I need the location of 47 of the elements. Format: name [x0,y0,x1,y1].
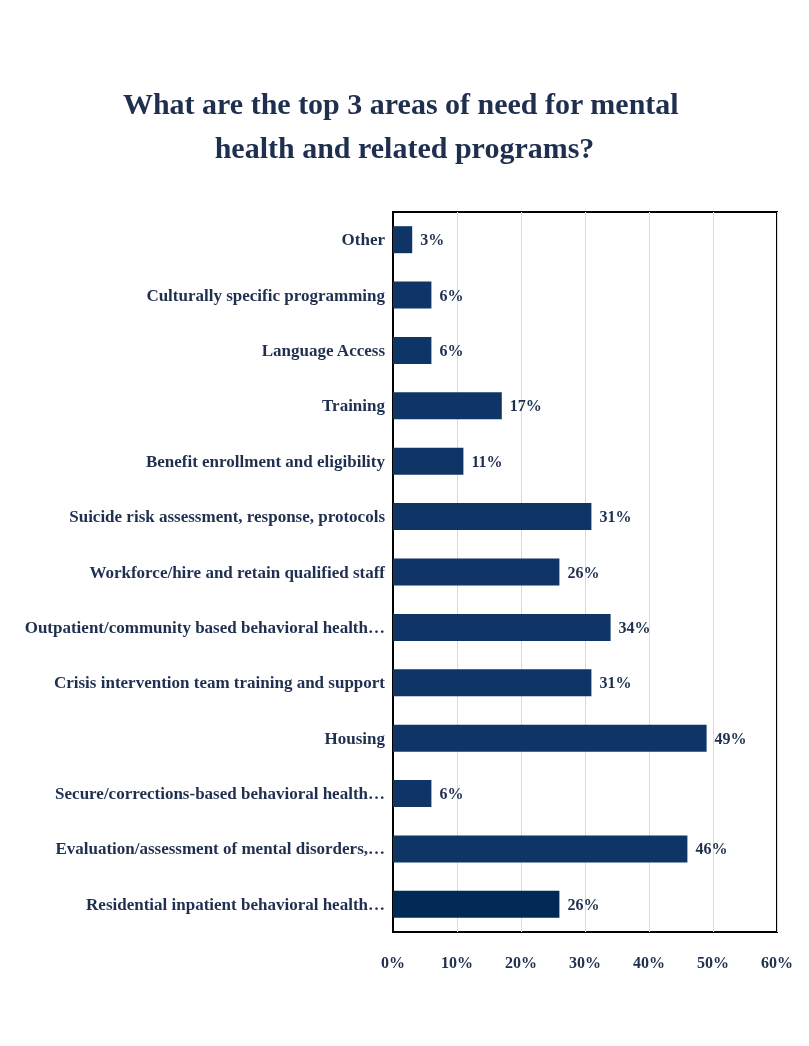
data-label: 26% [567,895,600,913]
y-tick-label: Other [341,230,386,250]
data-label: 11% [471,452,503,470]
bar [393,336,432,364]
bar [393,669,592,697]
bar [393,835,688,863]
data-label: 17% [509,397,542,415]
y-tick-label: Outpatient/community based behavioral health… [24,617,385,637]
y-tick-label: Training [322,396,386,416]
bar [393,558,560,586]
bar [393,724,707,752]
data-label: 49% [714,729,747,747]
y-tick-label: Housing [324,728,386,748]
data-label: 34% [618,618,651,636]
y-tick-label: Residential inpatient behavioral health… [86,894,385,914]
data-label: 26% [567,563,600,581]
x-tick-label: 10% [441,953,473,971]
bar [393,890,560,918]
y-tick-label: Benefit enrollment and eligibility [145,451,386,471]
bar [393,613,611,641]
y-tick-label: Secure/corrections-based behavioral health… [55,784,385,804]
y-tick-label: Culturally specific programming [146,285,386,305]
data-label: 6% [439,341,464,359]
chart-title: What are the top 3 areas of need for mental health and related programs? [122,86,687,164]
y-tick-label: Language Access [261,340,386,360]
data-label: 31% [599,508,632,526]
data-label: 6% [439,286,464,304]
data-label: 31% [599,674,632,692]
data-label: 3% [420,231,445,249]
bar [393,392,502,420]
data-label: 6% [439,785,464,803]
x-tick-label: 60% [761,953,793,971]
y-tick-label: Workforce/hire and retain qualified staff [89,562,386,582]
bar [393,503,592,531]
x-tick-label: 50% [697,953,729,971]
bar [393,281,432,309]
bar [393,780,432,808]
y-tick-label: Evaluation/assessment of mental disorders,… [55,839,385,859]
y-tick-label: Suicide risk assessment, response, protocols [69,507,386,527]
x-tick-label: 40% [633,953,665,971]
data-label: 46% [695,840,728,858]
x-tick-label: 0% [381,953,405,971]
bar [393,226,413,254]
bar [393,447,464,475]
y-tick-label: Crisis intervention team training and support [53,673,386,693]
x-tick-label: 20% [505,953,537,971]
x-tick-label: 30% [569,953,601,971]
